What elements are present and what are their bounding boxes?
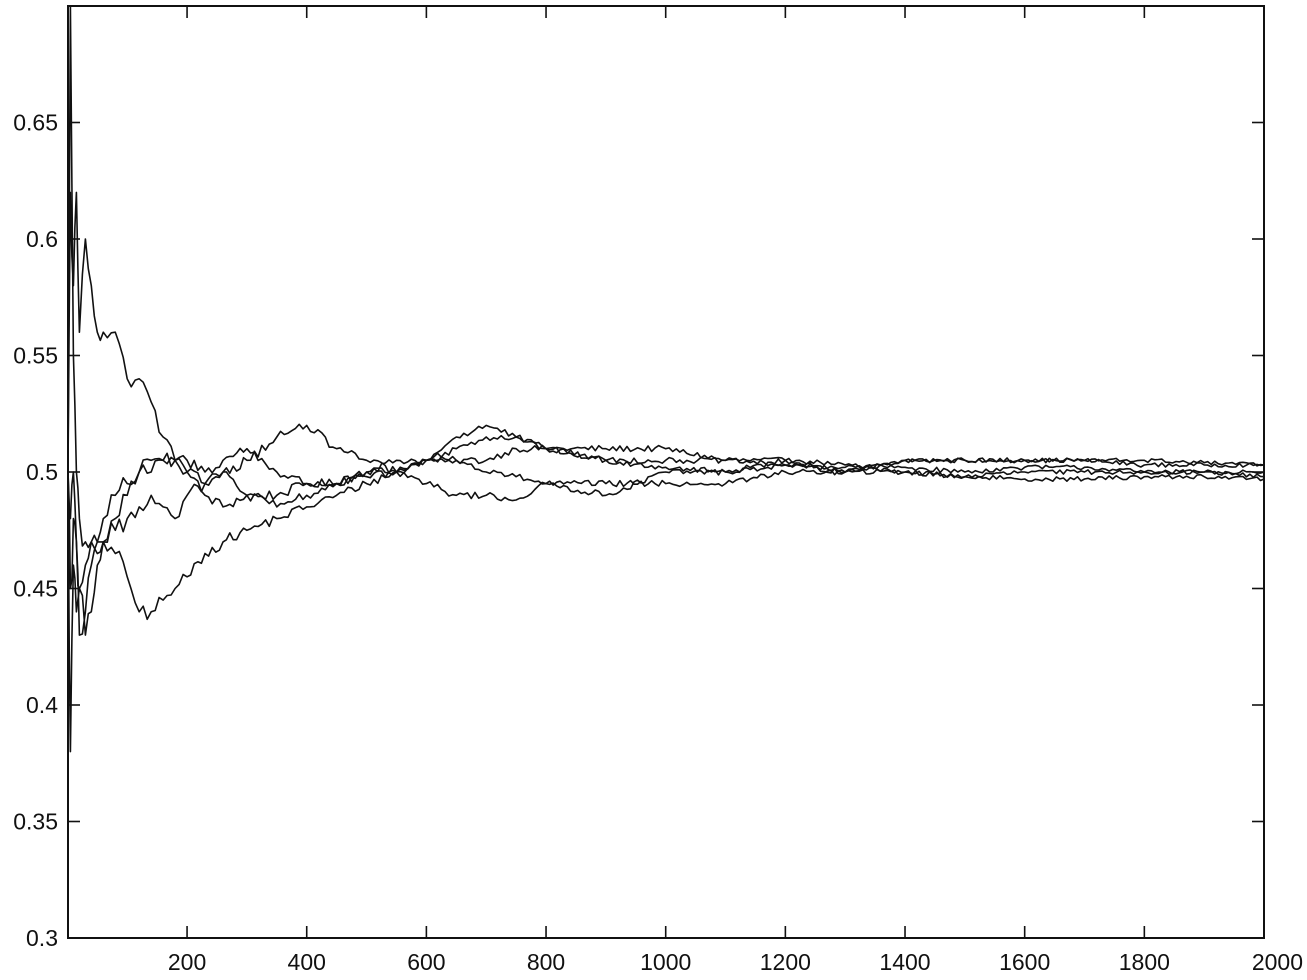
y-tick-label: 0.3 <box>26 925 58 951</box>
x-tick-label: 1000 <box>640 949 691 975</box>
x-tick-label: 1200 <box>760 949 811 975</box>
x-tick-label: 1600 <box>999 949 1050 975</box>
y-tick-label: 0.4 <box>26 692 58 718</box>
x-tick-label: 400 <box>288 949 326 975</box>
x-tick-label: 1800 <box>1119 949 1170 975</box>
y-tick-label: 0.5 <box>26 459 58 485</box>
x-tick-label: 200 <box>168 949 206 975</box>
y-tick-label: 0.55 <box>13 343 58 369</box>
y-tick-label: 0.35 <box>13 809 58 835</box>
x-tick-label: 800 <box>527 949 565 975</box>
x-tick-label: 1400 <box>879 949 930 975</box>
x-tick-label: 2000 <box>1252 949 1303 975</box>
y-tick-label: 0.45 <box>13 576 58 602</box>
x-tick-label: 600 <box>407 949 445 975</box>
y-tick-label: 0.65 <box>13 110 58 136</box>
y-tick-label: 0.6 <box>26 226 58 252</box>
